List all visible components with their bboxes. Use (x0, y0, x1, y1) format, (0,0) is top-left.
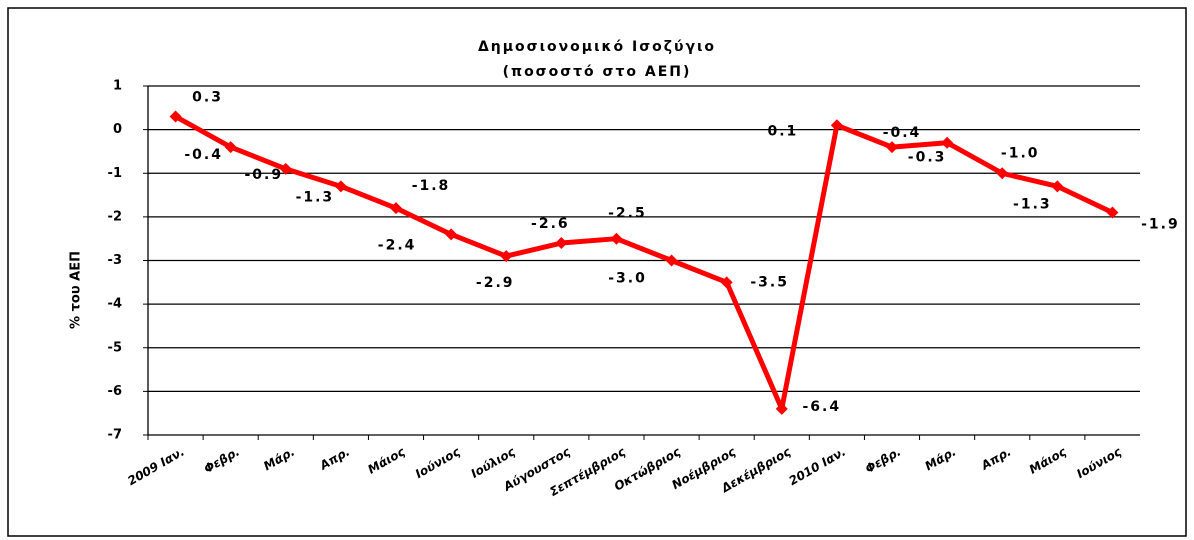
value-label: -1.3 (1013, 196, 1052, 212)
value-label: -2.5 (608, 206, 647, 222)
marker (224, 141, 237, 154)
marker (665, 254, 678, 267)
value-label: -6.4 (802, 399, 841, 415)
marker (500, 250, 513, 263)
y-tick-label: -5 (108, 340, 122, 355)
value-label: -1.3 (296, 189, 335, 205)
y-tick-label: 0 (113, 122, 122, 137)
value-label: 0.3 (192, 90, 223, 106)
marker (610, 232, 623, 245)
chart-frame (7, 7, 1187, 537)
marker (445, 228, 458, 241)
series-line (174, 114, 1114, 412)
value-label: -0.4 (883, 125, 922, 141)
y-tick-label: -6 (108, 384, 122, 399)
value-label: -2.9 (476, 275, 515, 291)
marker (1106, 206, 1119, 219)
value-label: -2.6 (531, 216, 570, 232)
chart-title: Δημοσιονομικό Ισοζύγιο (478, 39, 716, 55)
value-label: -3.0 (608, 271, 647, 287)
value-label: -1.8 (412, 178, 451, 194)
value-label: 0.1 (767, 123, 798, 139)
y-axis-label: % του ΑΕΠ (69, 251, 84, 329)
value-label: -3.5 (750, 274, 789, 290)
marker (1051, 180, 1064, 193)
y-tick-label: -7 (108, 428, 122, 443)
value-label: -0.3 (908, 150, 947, 166)
y-tick-label: -2 (108, 209, 122, 224)
marker (720, 276, 733, 289)
marker (390, 202, 402, 215)
value-label: -1.0 (1001, 145, 1040, 161)
y-tick-label: -3 (108, 253, 122, 268)
marker (941, 136, 954, 149)
marker (886, 141, 898, 154)
y-tick-label: 1 (113, 79, 122, 94)
value-label: -1.9 (1141, 217, 1180, 233)
marker (775, 402, 788, 415)
y-tick-label: -4 (108, 297, 122, 312)
marker (996, 167, 1009, 180)
chart-subtitle: (ποσοστό στο ΑΕΠ) (503, 64, 692, 80)
marker (830, 119, 843, 132)
marker (279, 162, 292, 175)
y-tick-label: -1 (108, 166, 122, 181)
marker (555, 237, 568, 250)
value-label: -0.9 (244, 167, 283, 183)
marker (334, 180, 347, 193)
value-label: -2.4 (378, 237, 417, 253)
value-label: -0.4 (184, 147, 223, 163)
marker (169, 110, 182, 123)
